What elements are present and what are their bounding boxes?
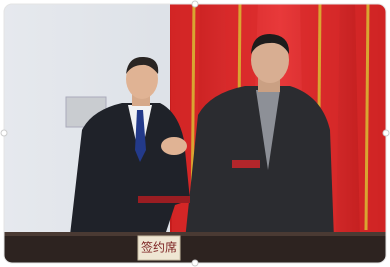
scene: 签约席 (0, 0, 390, 267)
placard-text: 签约席 (141, 240, 177, 255)
handshake (161, 137, 187, 155)
table-edge (0, 232, 390, 236)
page: 签约席 (() => { const data = JSON.parse(doc… (0, 0, 390, 267)
signing-folder (138, 196, 190, 203)
photo: 签约席 (0, 0, 390, 267)
